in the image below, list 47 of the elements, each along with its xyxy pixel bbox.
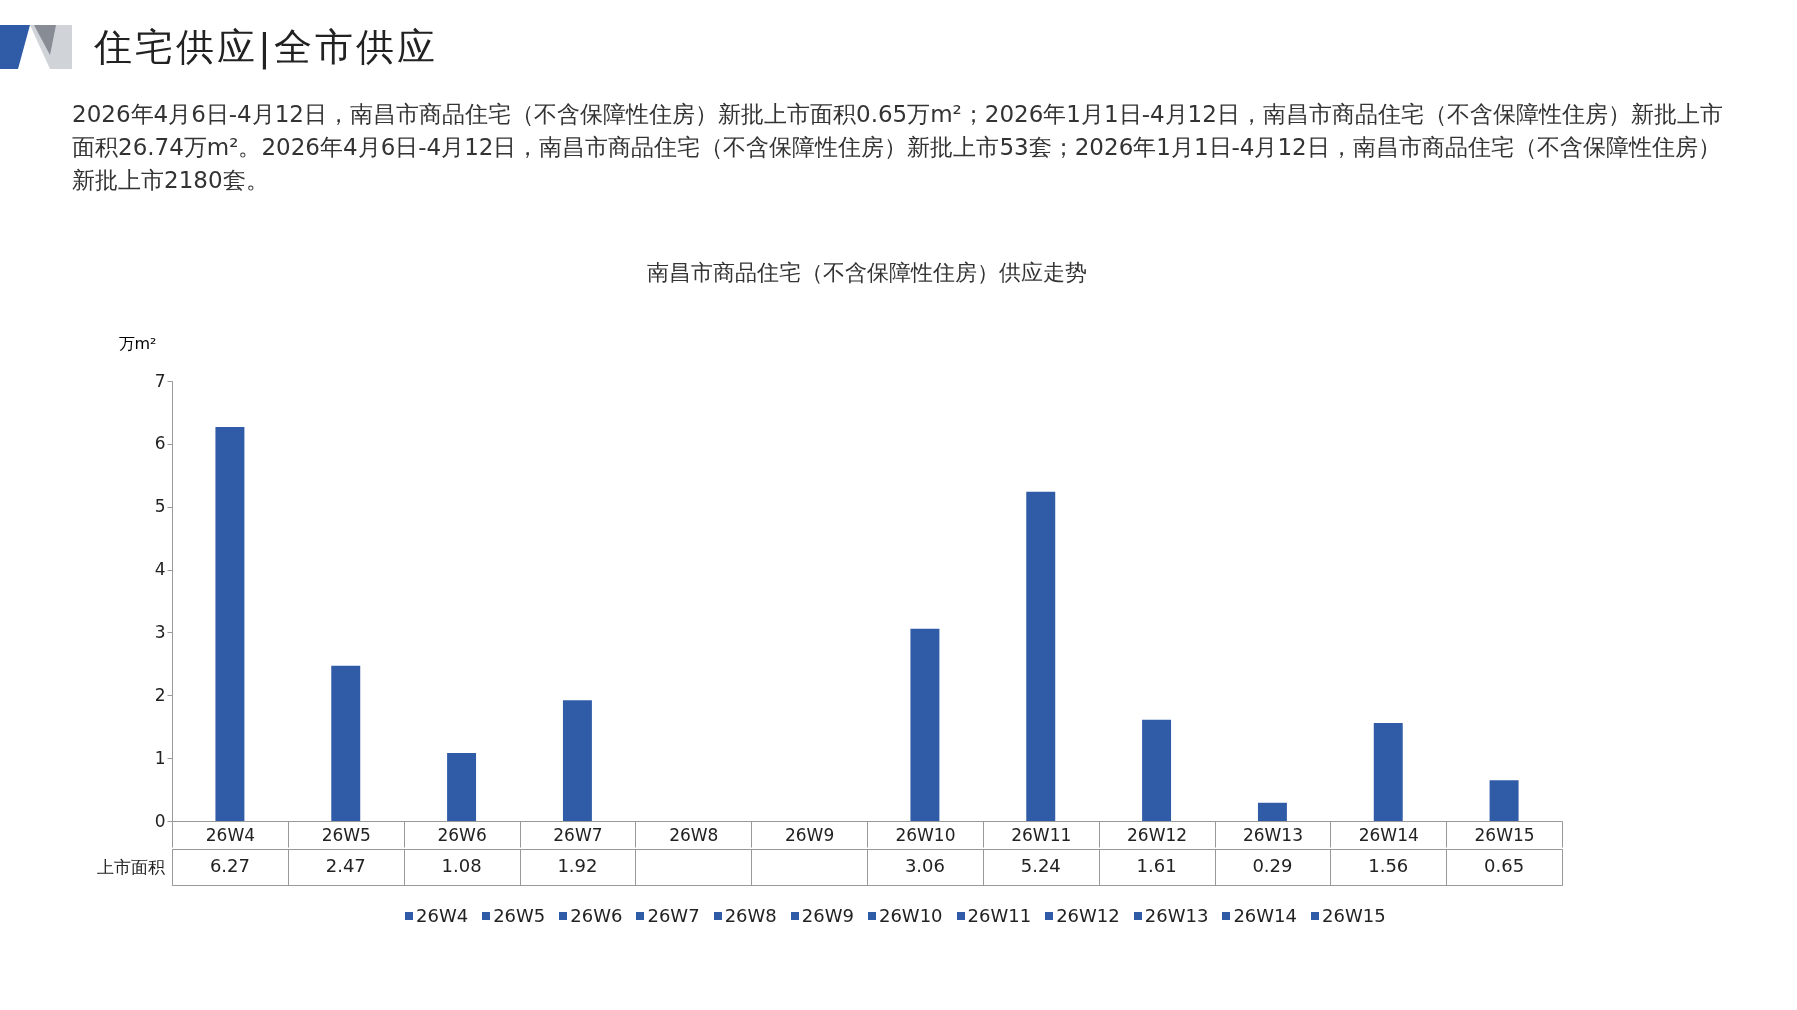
data-label: 2.47 <box>325 855 366 876</box>
text: 2026年4月6日-4月12日，南昌市商品住宅（不含保障性住房）新批上市面积0.65万m²；2026年1月1日-4月12日，南昌市商品住宅（不含保障性住房）新批上市面积26.74万m²。2026年4月6日-4月12日，南昌市商品住宅（不含保障性住房）新批上市53套；2026年1月1日-4月12日，南昌市商品住宅（不含保障性住房）新批上市2180套。 <box>72 100 1724 195</box>
x-tick-label: 26W11 <box>1011 824 1072 845</box>
x-tick-label: 26W14 <box>1358 824 1419 845</box>
x-tick-label: 26W12 <box>1127 824 1188 845</box>
category-label: 26W6 <box>570 905 623 926</box>
category-label: 26W8 <box>724 905 777 926</box>
category-label: 26W9 <box>801 905 854 926</box>
data-label: 5.24 <box>1020 855 1061 876</box>
category-label: 26W14 <box>1233 905 1297 926</box>
chart-title: 南昌市商品住宅（不含保障性住房）供应走势 <box>647 260 1087 285</box>
data-label: 1.56 <box>1368 855 1409 876</box>
x-tick-label: 26W5 <box>321 824 371 845</box>
y-axis-title: 万m² <box>118 333 157 353</box>
text: 住宅供应|全市供应 <box>94 23 438 72</box>
text: 上市面积 <box>96 856 165 877</box>
data-label: 0.29 <box>1252 855 1293 876</box>
data-label: 3.06 <box>904 855 945 876</box>
category-label: 26W4 <box>416 905 469 926</box>
y-tick-label: 5 <box>154 496 166 517</box>
x-tick-label: 26W6 <box>437 824 487 845</box>
category-label: 26W5 <box>493 905 546 926</box>
data-label: 0.65 <box>1484 855 1525 876</box>
y-tick-label: 4 <box>154 559 166 580</box>
y-tick-label: 7 <box>154 370 166 391</box>
category-label: 26W12 <box>1056 905 1120 926</box>
data-label: 1.92 <box>557 855 598 876</box>
x-tick-label: 26W15 <box>1474 824 1535 845</box>
category-label: 26W7 <box>647 905 700 926</box>
y-tick-label: 2 <box>154 684 166 705</box>
y-tick-label: 6 <box>154 433 166 454</box>
x-tick-label: 26W10 <box>895 824 956 845</box>
data-label: 1.61 <box>1136 855 1177 876</box>
x-tick-label: 26W9 <box>784 824 835 845</box>
y-tick-label: 3 <box>154 621 166 642</box>
category-label: 26W10 <box>878 905 943 926</box>
x-tick-label: 26W13 <box>1242 824 1303 845</box>
y-tick-label: 0 <box>154 810 166 831</box>
x-tick-label: 26W7 <box>553 824 603 845</box>
data-label: 1.08 <box>441 855 482 876</box>
x-tick-label: 26W8 <box>669 824 719 845</box>
data-label: 6.27 <box>209 855 250 876</box>
category-label: 26W15 <box>1321 905 1386 926</box>
y-tick-label: 1 <box>154 747 166 768</box>
category-label: 26W11 <box>967 905 1032 926</box>
x-tick-label: 26W4 <box>205 824 256 845</box>
category-label: 26W13 <box>1144 905 1209 926</box>
